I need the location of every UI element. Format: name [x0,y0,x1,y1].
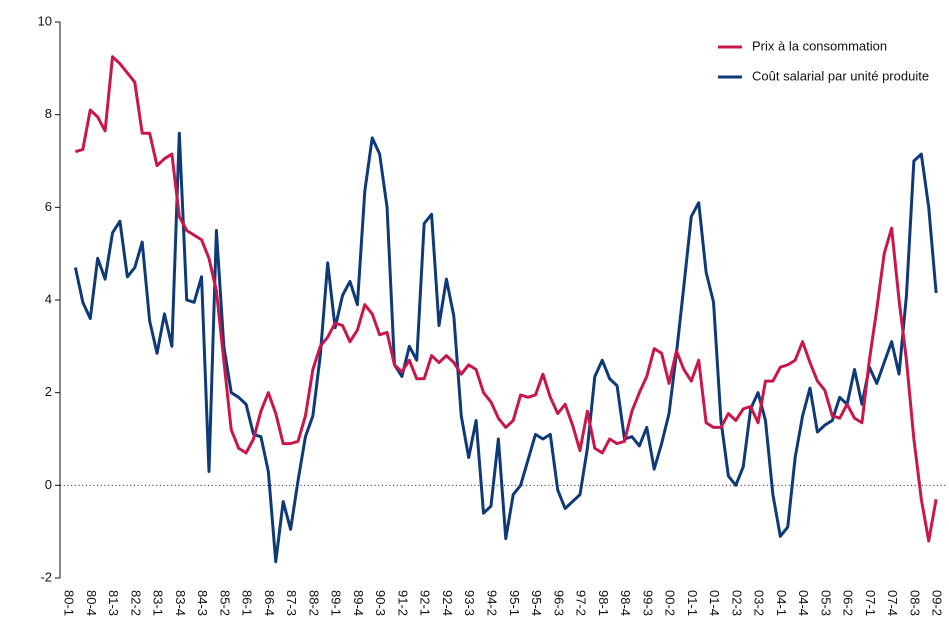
x-tick-label: 81-3 [106,590,121,616]
x-tick-label: 07-4 [885,590,900,616]
x-tick-label: 95-4 [529,590,544,616]
x-tick-label: 97-2 [574,590,589,616]
y-tick-label: 8 [45,106,52,121]
x-tick-label: 80-4 [84,590,99,616]
x-tick-label: 07-1 [863,590,878,616]
x-tick-label: 80-1 [62,590,77,616]
x-tick-label: 96-3 [551,590,566,616]
line-series [73,131,938,564]
y-tick-label: 6 [45,199,52,214]
x-tick-label: 83-1 [151,590,166,616]
x-tick-label: 04-4 [796,590,811,616]
y-tick-label: 4 [45,291,52,306]
x-tick-label: 09-2 [930,590,945,616]
line-series [74,55,938,543]
x-tick-label: 88-2 [306,590,321,616]
x-tick-label: 00-2 [663,590,678,616]
x-tick-label: 86-4 [262,590,277,616]
x-tick-label: 99-3 [640,590,655,616]
x-tick-label: 98-1 [596,590,611,616]
legend-label: Coût salarial par unité produite [752,68,929,83]
x-tick-label: 92-4 [440,590,455,616]
x-tick-label: 01-4 [707,590,722,616]
y-tick-label: 2 [45,384,52,399]
x-tick-label: 93-3 [462,590,477,616]
y-tick-label: 0 [45,477,52,492]
x-tick-label: 02-3 [729,590,744,616]
x-tick-label: 98-4 [618,590,633,616]
x-tick-label: 03-2 [752,590,767,616]
x-tick-label: 84-3 [195,590,210,616]
x-tick-label: 95-1 [507,590,522,616]
x-tick-label: 92-1 [418,590,433,616]
x-tick-label: 04-1 [774,590,789,616]
x-tick-label: 91-2 [395,590,410,616]
x-tick-label: 82-2 [128,590,143,616]
y-tick-label: 10 [38,13,52,28]
x-tick-label: 94-2 [485,590,500,616]
x-tick-label: 89-4 [351,590,366,616]
x-tick-label: 83-4 [173,590,188,616]
x-tick-label: 89-1 [329,590,344,616]
x-tick-label: 06-2 [841,590,856,616]
y-tick-label: -2 [40,569,52,584]
x-tick-label: 86-1 [240,590,255,616]
x-tick-label: 90-3 [373,590,388,616]
x-tick-label: 08-3 [907,590,922,616]
x-tick-label: 05-3 [818,590,833,616]
x-tick-label: 85-2 [217,590,232,616]
x-tick-label: 87-3 [284,590,299,616]
legend-label: Prix à la consommation [752,38,887,53]
x-tick-label: 01-1 [685,590,700,616]
